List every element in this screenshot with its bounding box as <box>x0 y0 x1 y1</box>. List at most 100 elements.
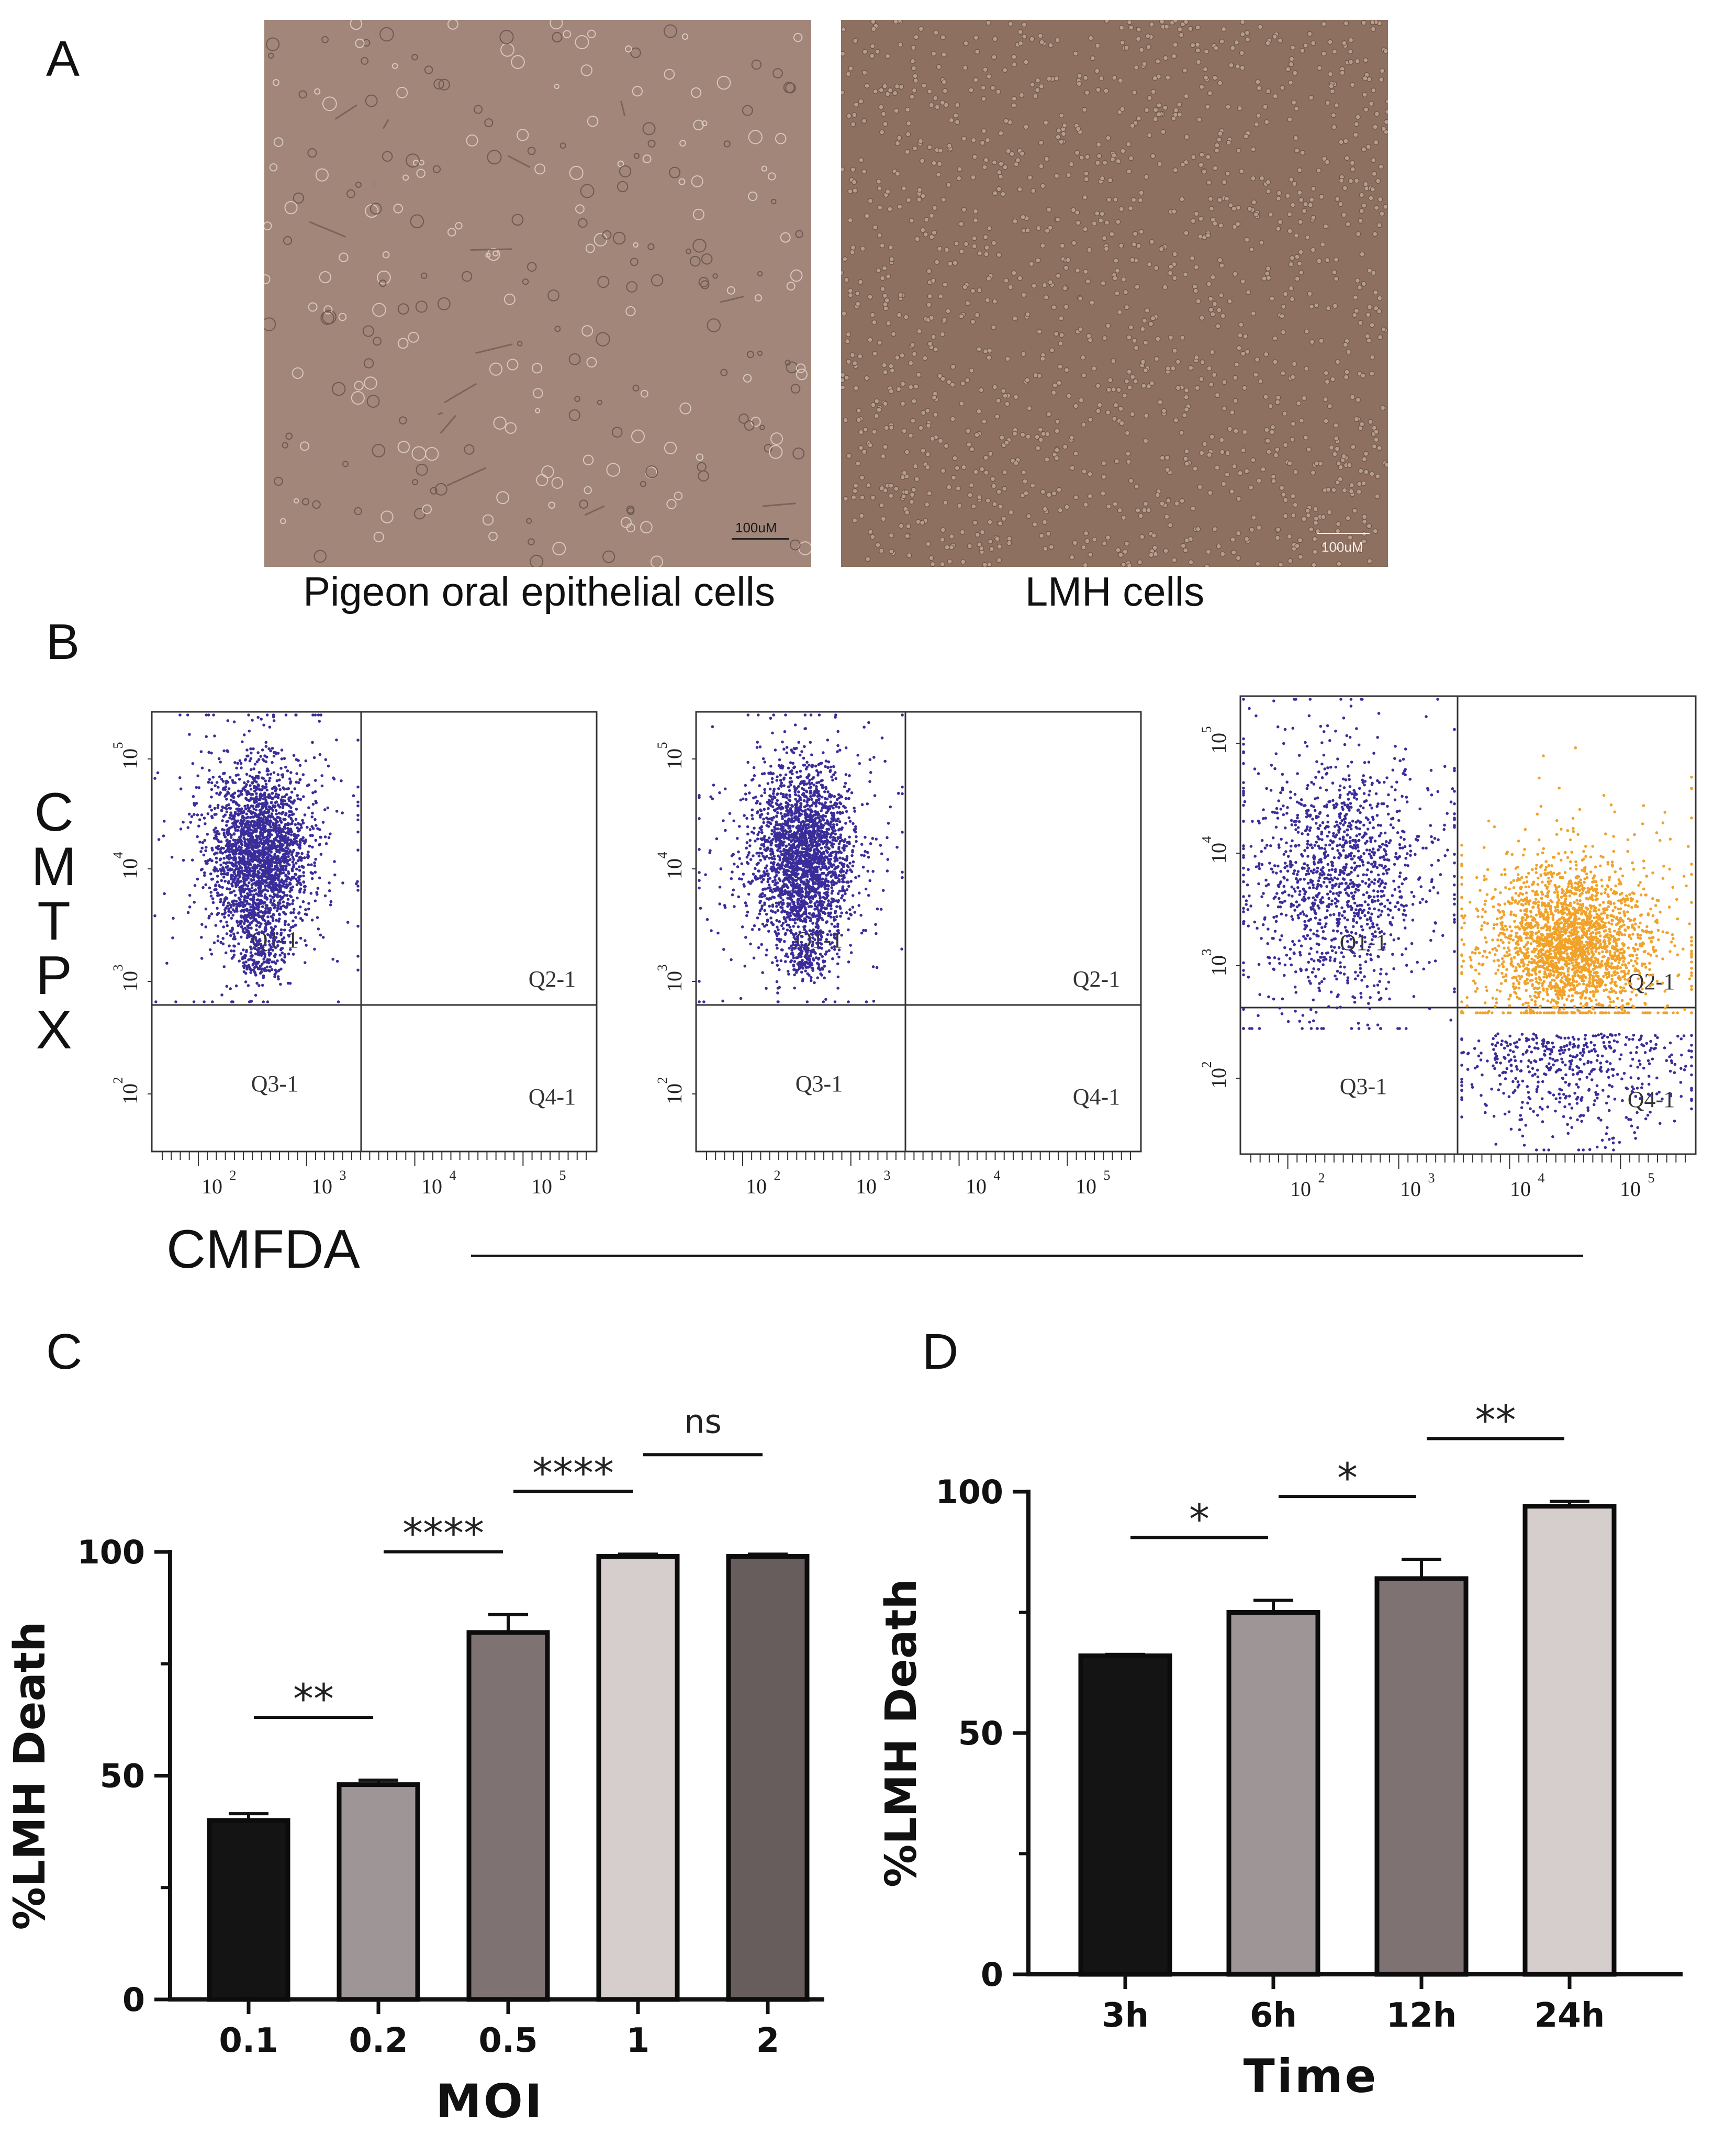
flow-y-tick-label: 10 <box>1207 733 1230 754</box>
flow-x-tick-exponent: 4 <box>450 1168 456 1183</box>
y-tick-label: 100 <box>936 1473 1003 1511</box>
flow-x-tick-exponent: 3 <box>884 1168 891 1183</box>
flow-y-tick-exponent: 2 <box>110 1077 126 1084</box>
flow-y-tick-label: 10 <box>663 748 686 769</box>
panel-letter-a: A <box>46 31 80 87</box>
flow-x-tick-label: 10 <box>531 1175 552 1198</box>
significance-label: ** <box>293 1676 334 1723</box>
quadrant-label-4: Q4-1 <box>1628 1087 1675 1112</box>
flow-x-tick-exponent: 4 <box>994 1168 1001 1183</box>
x-tick-label-0.5: 0.5 <box>478 2021 537 2060</box>
flow-x-tick-label: 10 <box>201 1175 222 1198</box>
significance-label: ** <box>1475 1403 1516 1444</box>
flow-y-tick-exponent: 3 <box>655 965 670 971</box>
x-tick-label-12h: 12h <box>1386 1996 1457 2035</box>
micrograph-label-lmh: LMH cells <box>1025 568 1205 614</box>
flow-y-tick-label: 10 <box>663 971 686 992</box>
panel-letter-d: D <box>922 1324 959 1380</box>
micrograph-pigeon-oral-epithelial: 100uM <box>264 20 811 567</box>
y-axis-title: %LMH Death <box>5 1622 55 1930</box>
flow-x-tick-label: 10 <box>421 1175 442 1198</box>
flow-y-tick-exponent: 4 <box>110 852 126 859</box>
bar-0.5 <box>466 1630 550 2002</box>
flow-underline <box>471 1255 1583 1257</box>
pigeon-cell-clusters <box>264 20 811 567</box>
y-axis-title: %LMH Death <box>877 1579 926 1887</box>
flow-y-tick-exponent: 3 <box>1199 949 1214 956</box>
flow-y-tick-exponent: 4 <box>655 852 670 859</box>
flow-y-tick-label: 10 <box>1207 955 1230 976</box>
flow-y-label-letter: X <box>36 1000 72 1060</box>
flow-x-tick-label: 10 <box>1510 1177 1531 1201</box>
flow-x-tick-label: 10 <box>311 1175 332 1198</box>
flow-y-tick-label: 10 <box>1207 1068 1230 1089</box>
flow-x-tick-label: 10 <box>1400 1177 1421 1201</box>
flow-y-tick-exponent: 2 <box>655 1077 670 1084</box>
micrograph-label-pigeon: Pigeon oral epithelial cells <box>303 568 775 614</box>
quadrant-label-4: Q4-1 <box>529 1084 576 1110</box>
flow-x-tick-exponent: 2 <box>774 1168 781 1183</box>
flow-y-tick-label: 10 <box>663 1083 686 1104</box>
bar-24h <box>1522 1504 1617 1977</box>
bar-0.2 <box>337 1782 420 2002</box>
flow-x-tick-label: 10 <box>746 1175 767 1198</box>
flow-y-label-letter: T <box>37 891 71 952</box>
x-tick-label-3h: 3h <box>1102 1996 1149 2035</box>
bar-6h <box>1226 1610 1320 1977</box>
flow-x-tick-exponent: 5 <box>1104 1168 1111 1183</box>
flow-x-tick-exponent: 3 <box>1428 1170 1435 1186</box>
x-tick-label-1: 1 <box>626 2021 650 2060</box>
bar-1 <box>596 1554 680 2002</box>
flow-y-tick-exponent: 5 <box>1199 726 1214 733</box>
x-tick-label-0.1: 0.1 <box>219 2021 278 2060</box>
x-axis-title: Time <box>1244 2049 1379 2103</box>
flow-y-tick-label: 10 <box>118 1083 142 1104</box>
flow-x-tick-label: 10 <box>856 1175 877 1198</box>
y-tick-label: 0 <box>122 1981 145 2019</box>
flow-events <box>698 713 904 1003</box>
significance-label: **** <box>402 1511 484 1558</box>
flow-x-tick-exponent: 4 <box>1538 1170 1545 1186</box>
flow-plot-frame <box>1239 695 1697 1155</box>
quadrant-label-2: Q2-1 <box>529 966 576 992</box>
scale-bar-text: 100uM <box>1321 539 1363 555</box>
flow-y-tick-label: 10 <box>118 858 142 879</box>
y-tick-label: 0 <box>981 1955 1003 1994</box>
significance-label: ns <box>684 1403 722 1440</box>
flow-x-tick-label: 10 <box>1290 1177 1311 1201</box>
flow-x-tick-label: 10 <box>966 1175 987 1198</box>
flow-y-label-letter: M <box>31 836 77 897</box>
flow-x-tick-exponent: 2 <box>1318 1170 1325 1186</box>
micrograph-lmh-cells-art <box>841 20 1388 567</box>
x-tick-label-24h: 24h <box>1535 1996 1605 2035</box>
quadrant-label-3: Q3-1 <box>1340 1074 1387 1099</box>
flow-x-tick-exponent: 2 <box>230 1168 237 1183</box>
flow-plot-frame <box>695 711 1142 1153</box>
flow-x-tick-label: 10 <box>1076 1175 1096 1198</box>
y-tick-label: 100 <box>77 1533 145 1571</box>
quadrant-label-4: Q4-1 <box>1073 1084 1120 1110</box>
significance-label: * <box>1189 1496 1209 1543</box>
lmh-cell-field <box>841 20 1388 567</box>
flow-x-tick-exponent: 3 <box>340 1168 346 1183</box>
scale-bar-line <box>1317 533 1370 534</box>
flow-y-label-letter: C <box>34 782 74 843</box>
bar-3h <box>1078 1653 1172 1977</box>
flow-y-tick-label: 10 <box>118 971 142 992</box>
quadrant-label-3: Q3-1 <box>251 1071 298 1097</box>
x-tick-label-2: 2 <box>756 2021 780 2060</box>
flow-events <box>1242 698 1693 1152</box>
significance-label: * <box>1337 1455 1358 1502</box>
bar-12h <box>1374 1576 1469 1977</box>
bar-2 <box>726 1554 810 2002</box>
flow-y-axis-label: C M T P X <box>25 785 83 1057</box>
flow-y-label-letter: P <box>36 945 72 1006</box>
y-tick-label: 50 <box>958 1714 1003 1752</box>
flow-y-tick-exponent: 5 <box>110 742 126 749</box>
